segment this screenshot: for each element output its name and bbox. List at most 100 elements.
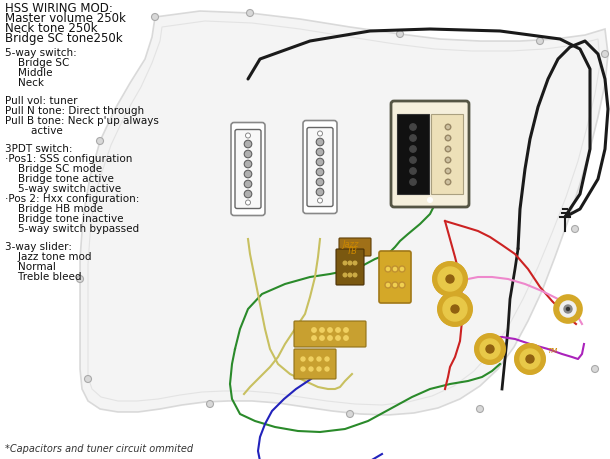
Circle shape	[353, 262, 357, 265]
Circle shape	[446, 275, 454, 283]
FancyBboxPatch shape	[303, 121, 337, 214]
Circle shape	[451, 305, 459, 313]
Circle shape	[316, 149, 324, 157]
Circle shape	[554, 295, 582, 323]
Bar	[397, 115, 429, 195]
Circle shape	[320, 336, 324, 341]
FancyBboxPatch shape	[235, 130, 261, 209]
Circle shape	[515, 344, 545, 374]
FancyBboxPatch shape	[231, 123, 265, 216]
Circle shape	[353, 274, 357, 277]
Text: Neck: Neck	[5, 78, 44, 88]
Circle shape	[312, 336, 316, 341]
Circle shape	[428, 198, 432, 203]
Text: Bridge SC mode: Bridge SC mode	[5, 164, 102, 174]
Polygon shape	[80, 12, 608, 415]
Text: 5-way switch bypassed: 5-way switch bypassed	[5, 224, 139, 234]
Circle shape	[526, 355, 534, 363]
Circle shape	[445, 169, 451, 174]
Circle shape	[475, 334, 505, 364]
Circle shape	[445, 180, 451, 185]
Circle shape	[301, 357, 305, 361]
Circle shape	[317, 199, 323, 203]
Text: 3-way slider:: 3-way slider:	[5, 241, 72, 252]
Text: Jazz: Jazz	[342, 240, 359, 249]
Circle shape	[244, 161, 252, 168]
Circle shape	[309, 357, 313, 361]
Circle shape	[348, 274, 352, 277]
Circle shape	[246, 11, 254, 17]
Text: Bridge tone inactive: Bridge tone inactive	[5, 213, 123, 224]
Circle shape	[433, 263, 467, 297]
Circle shape	[572, 226, 578, 233]
Text: TM: TM	[548, 347, 558, 353]
Circle shape	[476, 406, 484, 413]
Text: Jazz tone mod: Jazz tone mod	[5, 252, 91, 262]
Circle shape	[76, 276, 84, 283]
Circle shape	[410, 135, 416, 142]
Circle shape	[520, 349, 540, 369]
Text: 3PDT switch:: 3PDT switch:	[5, 144, 73, 154]
Circle shape	[301, 367, 305, 371]
Circle shape	[399, 282, 405, 288]
Circle shape	[445, 125, 451, 130]
Text: Master volume 250k: Master volume 250k	[5, 12, 126, 25]
Bar	[431, 115, 463, 195]
Circle shape	[486, 345, 494, 353]
Circle shape	[385, 282, 391, 288]
Circle shape	[433, 263, 467, 297]
Circle shape	[317, 132, 323, 137]
Text: 5-way switch active: 5-way switch active	[5, 184, 121, 194]
Circle shape	[316, 139, 324, 146]
Text: Treble bleed: Treble bleed	[5, 271, 82, 281]
Circle shape	[601, 51, 609, 58]
Circle shape	[245, 201, 251, 206]
Circle shape	[410, 124, 416, 131]
FancyBboxPatch shape	[294, 349, 336, 379]
Circle shape	[343, 274, 347, 277]
Circle shape	[438, 268, 462, 291]
Circle shape	[151, 15, 159, 22]
Text: Bridge SC: Bridge SC	[5, 58, 70, 68]
Text: 5-way switch:: 5-way switch:	[5, 48, 77, 58]
Circle shape	[410, 179, 416, 186]
Text: HSS WIRING MOD:: HSS WIRING MOD:	[5, 2, 113, 15]
Text: Pull B tone: Neck p'up always: Pull B tone: Neck p'up always	[5, 116, 159, 126]
Circle shape	[392, 282, 398, 288]
Circle shape	[245, 134, 251, 139]
Circle shape	[438, 292, 472, 326]
Text: Bridge HB mode: Bridge HB mode	[5, 203, 103, 213]
Circle shape	[410, 168, 416, 175]
Circle shape	[316, 189, 324, 196]
Circle shape	[325, 357, 329, 361]
Circle shape	[396, 31, 403, 39]
Circle shape	[320, 328, 324, 332]
Circle shape	[567, 308, 570, 311]
Circle shape	[385, 266, 391, 272]
Circle shape	[244, 191, 252, 198]
Text: Bridge SC tone250k: Bridge SC tone250k	[5, 32, 123, 45]
FancyBboxPatch shape	[336, 249, 364, 285]
Text: ·Pos1: SSS configuration: ·Pos1: SSS configuration	[5, 154, 132, 164]
FancyBboxPatch shape	[391, 102, 469, 207]
Circle shape	[344, 336, 348, 341]
Circle shape	[445, 158, 451, 163]
Circle shape	[343, 262, 347, 265]
Circle shape	[560, 302, 576, 317]
Circle shape	[445, 147, 451, 152]
Text: Normal: Normal	[5, 262, 56, 271]
Text: Pull vol: tuner: Pull vol: tuner	[5, 96, 77, 106]
Text: active: active	[5, 126, 63, 136]
Text: ·Pos 2: Hxx configuration:: ·Pos 2: Hxx configuration:	[5, 194, 139, 203]
Text: *Capacitors and tuner circuit ommited: *Capacitors and tuner circuit ommited	[5, 443, 193, 453]
Text: Neck tone 250k: Neck tone 250k	[5, 22, 98, 35]
Circle shape	[317, 357, 321, 361]
Circle shape	[438, 292, 472, 326]
Circle shape	[348, 262, 352, 265]
Circle shape	[344, 328, 348, 332]
Circle shape	[325, 367, 329, 371]
Text: Pull N tone: Direct through: Pull N tone: Direct through	[5, 106, 144, 116]
FancyBboxPatch shape	[294, 321, 366, 347]
Circle shape	[316, 179, 324, 186]
Circle shape	[592, 366, 598, 373]
